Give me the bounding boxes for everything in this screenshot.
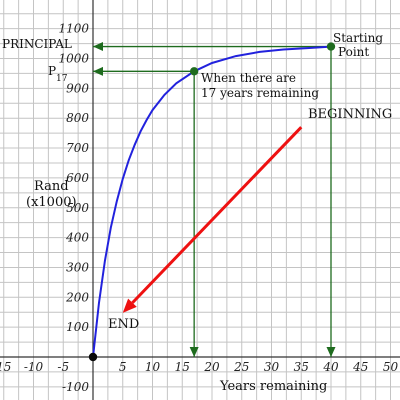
guide-lines [93,42,336,357]
guide-arrowhead [326,347,336,357]
y-tick-label: 700 [66,141,89,155]
x-axis-label: Years remaining [219,379,327,394]
x-tick-label: 15 [175,360,190,374]
y-tick-label: -100 [62,380,89,394]
x-tick-label: -10 [24,360,44,374]
x-tick-label: 20 [203,360,220,374]
guide-arrowhead [189,347,199,357]
x-tick-label: 25 [233,360,249,374]
end-label: END [108,317,139,332]
red-arrow [122,126,303,313]
beginning-label: BEGINNING [308,107,392,122]
p17-label: P [48,64,56,78]
x-tick-label: 50 [383,360,399,374]
y-tick-label: 800 [66,111,89,125]
y-tick-label: 1100 [58,22,89,36]
principal-label: PRINCIPAL [2,37,72,51]
y-tick-label: 400 [65,231,89,245]
x-tick-label: 35 [294,360,309,374]
x-tick-label: 40 [322,360,339,374]
starting-point-label-2: Point [338,45,369,59]
y-tick-label: 200 [65,290,89,304]
guide-arrowhead [93,42,103,52]
y-tick-label: 1000 [58,52,89,66]
tick-labels: 15 -10 -5 5 10 15 20 25 30 35 40 45 50 -100 100 200 300 4… [0,22,398,394]
x-tick-label: -5 [57,360,69,374]
p17-subscript: 17 [56,74,68,84]
y-tick-label: 900 [66,81,89,95]
x-tick-label: 10 [145,360,161,374]
starting-point-label-1: Starting [333,31,383,45]
data-point [88,352,98,362]
x-tick-label: 45 [352,360,368,374]
y-tick-label: 500 [66,201,89,215]
x-tick-label: 30 [264,360,280,374]
y-tick-label: 100 [66,320,89,334]
red-arrow-head [122,298,137,313]
data-points [88,42,336,362]
when-label-1: When there are [201,71,296,85]
red-arrow-shaft [131,126,303,304]
data-point [326,42,336,51]
data-point [189,67,199,76]
value-curve [92,45,332,358]
y-axis-label-1: Rand [34,179,69,194]
guide-arrowhead [93,66,103,76]
x-tick-label: 15 [0,360,11,374]
y-axis-label-2: (x1000) [26,195,77,210]
y-tick-label: 600 [66,171,89,185]
y-tick-label: 300 [66,260,89,274]
when-label-2: 17 years remaining [201,86,319,100]
x-tick-label: 5 [119,360,127,374]
